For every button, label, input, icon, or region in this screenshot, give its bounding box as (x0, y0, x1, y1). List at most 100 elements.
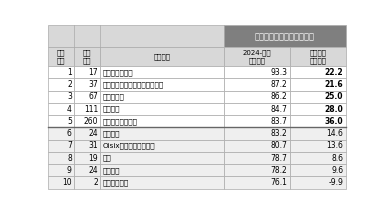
Text: 111: 111 (84, 105, 98, 114)
Bar (48, 164, 74, 176)
Bar (100, 103, 224, 115)
Text: 態度変容：企業活動スコア: 態度変容：企業活動スコア (255, 32, 315, 41)
Bar (74, 115, 100, 127)
Bar (74, 140, 100, 152)
Text: 36.0: 36.0 (324, 117, 343, 126)
Text: 260: 260 (83, 117, 98, 126)
Bar (224, 103, 290, 115)
Text: 78.7: 78.7 (271, 153, 288, 163)
Text: 76.1: 76.1 (271, 178, 288, 187)
Bar (100, 140, 224, 152)
Text: ベネッセグループ: ベネッセグループ (103, 118, 137, 125)
Bar (224, 164, 290, 176)
Bar (290, 78, 346, 91)
Text: 13.6: 13.6 (326, 141, 343, 150)
Text: 住友林業: 住友林業 (103, 167, 120, 174)
Text: 67: 67 (88, 92, 98, 101)
Bar (100, 78, 224, 91)
Text: 17: 17 (88, 68, 98, 77)
Text: 富士フイルム: 富士フイルム (103, 179, 129, 186)
Text: 83.7: 83.7 (271, 117, 288, 126)
Bar (48, 91, 74, 103)
Text: 9: 9 (67, 166, 72, 175)
Bar (290, 47, 346, 66)
Bar (290, 127, 346, 140)
Text: 8: 8 (67, 153, 72, 163)
Bar (48, 103, 74, 115)
Text: 4: 4 (67, 105, 72, 114)
Text: 31: 31 (88, 141, 98, 150)
Text: 87.2: 87.2 (271, 80, 288, 89)
Bar (48, 25, 224, 47)
Bar (224, 115, 290, 127)
Text: 7: 7 (67, 141, 72, 150)
Bar (224, 140, 290, 152)
Text: 6: 6 (67, 129, 72, 138)
Text: ユニ・チャーム: ユニ・チャーム (103, 69, 133, 76)
Text: 5: 5 (67, 117, 72, 126)
Bar (290, 164, 346, 176)
Bar (290, 176, 346, 189)
Bar (74, 164, 100, 176)
Bar (100, 176, 224, 189)
Text: 14.6: 14.6 (326, 129, 343, 138)
Bar (74, 47, 100, 66)
Bar (48, 115, 74, 127)
Text: 前回との
スコア差: 前回との スコア差 (309, 50, 326, 64)
Text: トヨタ自動車　公式企業サイト: トヨタ自動車 公式企業サイト (103, 81, 164, 88)
Bar (74, 176, 100, 189)
Bar (74, 91, 100, 103)
Text: 2: 2 (93, 178, 98, 187)
Bar (48, 47, 74, 66)
Bar (74, 78, 100, 91)
Text: 8.6: 8.6 (331, 153, 343, 163)
Text: -9.9: -9.9 (328, 178, 343, 187)
Bar (48, 66, 74, 78)
Text: 1: 1 (67, 68, 72, 77)
Text: 86.2: 86.2 (271, 92, 288, 101)
Bar (100, 47, 224, 66)
Text: 10: 10 (62, 178, 72, 187)
Bar (224, 47, 290, 66)
Text: Oisix（おいしっくす）: Oisix（おいしっくす） (103, 142, 155, 149)
Text: 9.6: 9.6 (331, 166, 343, 175)
Text: 24: 24 (88, 129, 98, 138)
Bar (224, 152, 290, 164)
Text: 83.2: 83.2 (271, 129, 288, 138)
Bar (290, 103, 346, 115)
Text: 東芝: 東芝 (103, 155, 111, 161)
Bar (48, 176, 74, 189)
Text: 2024-春夏
（今回）: 2024-春夏 （今回） (243, 50, 271, 64)
Bar (224, 78, 290, 91)
Bar (48, 152, 74, 164)
Bar (290, 140, 346, 152)
Bar (48, 140, 74, 152)
Text: サイト名: サイト名 (154, 54, 170, 60)
Bar (74, 66, 100, 78)
Text: 28.0: 28.0 (324, 105, 343, 114)
Bar (290, 115, 346, 127)
Text: 25.0: 25.0 (325, 92, 343, 101)
Bar (224, 127, 290, 140)
Bar (74, 103, 100, 115)
Bar (100, 152, 224, 164)
Text: 日立製作所: 日立製作所 (103, 93, 124, 100)
Bar (100, 164, 224, 176)
Text: 今回
順位: 今回 順位 (57, 50, 65, 64)
Bar (224, 176, 290, 189)
Text: 3: 3 (67, 92, 72, 101)
Text: ニチレイ: ニチレイ (103, 130, 120, 137)
Text: オムロン: オムロン (103, 106, 120, 112)
Text: 19: 19 (88, 153, 98, 163)
Text: 80.7: 80.7 (271, 141, 288, 150)
Text: 78.2: 78.2 (271, 166, 288, 175)
Bar (290, 91, 346, 103)
Text: 2: 2 (67, 80, 72, 89)
Bar (48, 78, 74, 91)
Text: 前回
順位: 前回 順位 (83, 50, 91, 64)
Bar (74, 152, 100, 164)
Bar (48, 127, 74, 140)
Text: 93.3: 93.3 (271, 68, 288, 77)
Bar (74, 127, 100, 140)
Bar (224, 66, 290, 78)
